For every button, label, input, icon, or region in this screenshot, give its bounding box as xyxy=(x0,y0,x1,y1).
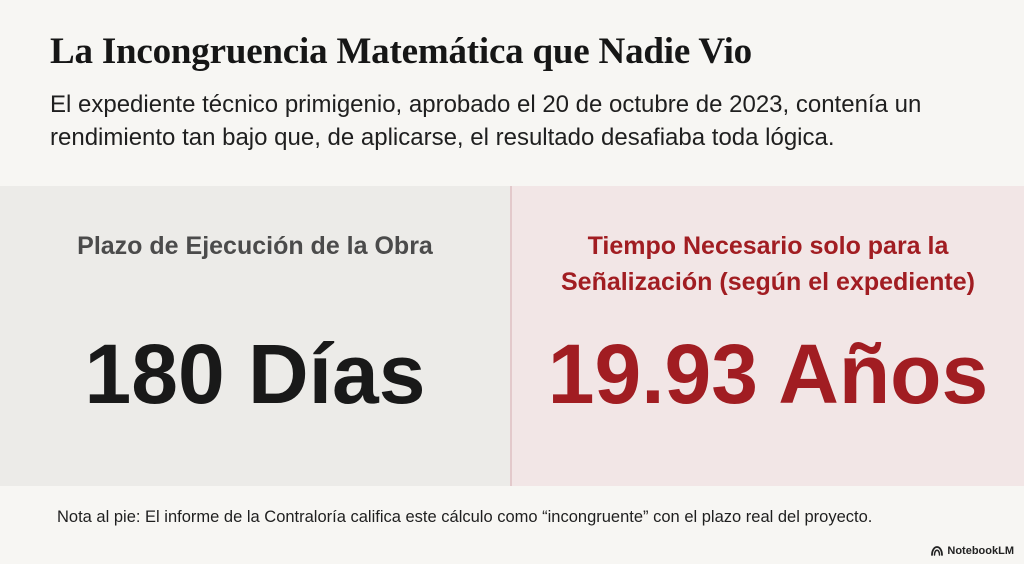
execution-period-label: Plazo de Ejecución de la Obra xyxy=(77,232,433,260)
comparison-panels: Plazo de Ejecución de la Obra 180 Días T… xyxy=(0,186,1024,486)
brand-watermark: NotebookLM xyxy=(931,545,1014,557)
signage-time-value: 19.93 Años xyxy=(547,327,989,421)
signage-time-label: Tiempo Necesario solo para la Señalizació… xyxy=(512,228,1024,300)
slide-subtitle: El expediente técnico primigenio, aproba… xyxy=(50,91,922,151)
footnote: Nota al pie: El informe de la Contralorí… xyxy=(57,508,873,526)
slide-title: La Incongruencia Matemática que Nadie Vi… xyxy=(50,31,752,72)
signage-time-label-line1: Tiempo Necesario solo para la xyxy=(587,232,949,260)
signage-time-panel: Tiempo Necesario solo para la Señalizació… xyxy=(510,186,1024,486)
execution-period-value: 180 Días xyxy=(84,327,426,421)
execution-period-panel: Plazo de Ejecución de la Obra 180 Días xyxy=(0,186,510,486)
notebooklm-logo-icon xyxy=(931,546,944,556)
signage-time-label-line2: Señalización (según el expediente) xyxy=(560,268,975,296)
brand-name: NotebookLM xyxy=(947,545,1014,557)
